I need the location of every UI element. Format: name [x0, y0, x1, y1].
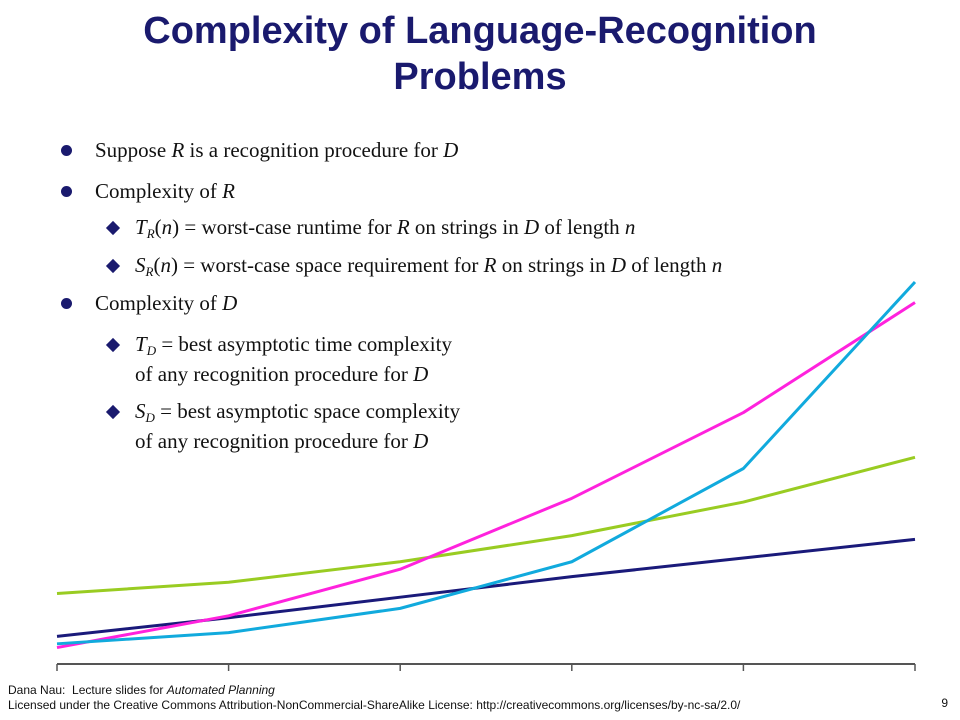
bullet-text-part: of any recognition procedure for: [135, 429, 414, 453]
footer-line-1: Dana Nau: Lecture slides for Automated P…: [8, 683, 740, 698]
bullet-text-part: R: [396, 215, 410, 239]
bullet-text-part: S: [135, 253, 146, 277]
bullet-text-part: D: [610, 253, 626, 277]
x-axis: [56, 663, 916, 671]
footer-credits: Dana Nau: Lecture slides for Automated P…: [8, 683, 740, 713]
bullet-item: Complexity of D: [95, 290, 237, 316]
bullet-text-part: D: [524, 215, 540, 239]
footer-line-1-prefix: Dana Nau: Lecture slides for: [8, 683, 167, 697]
bullet-text-part: R: [145, 264, 154, 279]
series-line-2: [56, 455, 916, 595]
bullet-text-part: Complexity of: [95, 179, 223, 203]
bullet-text-part: is a recognition procedure for: [184, 138, 444, 162]
bullet-item: SR(n) = worst-case space requirement for…: [135, 252, 722, 278]
bullet-text-part: ) = worst-case space requirement for: [170, 253, 484, 277]
bullet-text-part: n: [160, 253, 171, 277]
bullet-text-part: S: [135, 399, 146, 423]
bullet-item: of any recognition procedure for D: [135, 428, 428, 454]
bullet-text-part: D: [443, 138, 459, 162]
bullet-text-part: n: [711, 253, 723, 277]
bullet-dot-icon: [61, 298, 72, 309]
bullet-text-part: R: [171, 138, 185, 162]
bullet-dot-icon: [61, 186, 72, 197]
bullet-text-part: T: [135, 215, 147, 239]
bullet-item: TD = best asymptotic time complexity: [135, 331, 452, 357]
bullet-text-part: of length: [626, 253, 712, 277]
bullet-text-part: n: [624, 215, 636, 239]
series-line-1: [56, 537, 916, 638]
footer-book-title: Automated Planning: [166, 683, 275, 697]
bullet-text-part: D: [222, 291, 238, 315]
bullet-text-part: Complexity of: [95, 291, 223, 315]
series-line-3: [56, 301, 916, 650]
bullet-item: Suppose R is a recognition procedure for…: [95, 137, 458, 163]
bullet-item: of any recognition procedure for D: [135, 361, 428, 387]
bullet-item: Complexity of R: [95, 178, 235, 204]
bullet-text-part: R: [483, 253, 497, 277]
bullet-text-part: T: [135, 332, 147, 356]
bullet-text-part: = best asymptotic space complexity: [154, 399, 461, 423]
bullet-text-part: D: [146, 343, 157, 358]
slide-title: Complexity of Language-Recognition Probl…: [143, 10, 817, 98]
bullet-text-part: (: [153, 253, 161, 277]
bullet-text-part: = best asymptotic time complexity: [156, 332, 452, 356]
bullet-text-part: ) = worst-case runtime for: [172, 215, 397, 239]
bullet-text-part: Suppose: [95, 138, 172, 162]
bullet-text-part: D: [413, 362, 429, 386]
series-line-4: [56, 280, 917, 646]
bullet-dot-icon: [61, 145, 72, 156]
bullet-text-part: R: [146, 226, 155, 241]
series-lines: [56, 280, 917, 650]
bullet-text-part: D: [145, 410, 155, 425]
footer-license: Licensed under the Creative Commons Attr…: [8, 698, 741, 712]
page-number: 9: [941, 696, 948, 710]
bullet-text-part: D: [413, 429, 429, 453]
bullet-item: SD = best asymptotic space complexity: [135, 398, 460, 424]
bullet-item: TR(n) = worst-case runtime for R on stri…: [135, 214, 635, 240]
bullet-text-part: n: [161, 215, 173, 239]
bullet-text-part: (: [154, 215, 162, 239]
bullet-text-part: of any recognition procedure for: [135, 362, 414, 386]
bullet-text-part: on strings in: [496, 253, 611, 277]
bullet-text-part: of length: [539, 215, 625, 239]
bullet-text-part: R: [222, 179, 235, 203]
bullet-text-part: on strings in: [409, 215, 524, 239]
